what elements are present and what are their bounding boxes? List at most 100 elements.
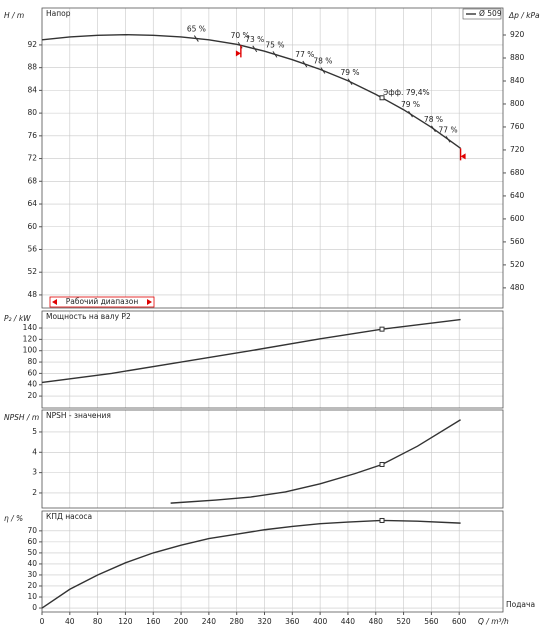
y-axis-label: P₂ / kW (4, 314, 31, 323)
panel-title: NPSH - значения (46, 411, 111, 420)
y-tick-label: 30 (27, 570, 37, 579)
y-axis-label: H / m (4, 11, 24, 20)
y-tick-label: 0 (32, 603, 37, 612)
panel-frame (41, 7, 504, 309)
panel-frame (41, 409, 504, 509)
efficiency-tick (302, 60, 308, 68)
series-line (170, 419, 461, 504)
x-tick-label: 440 (341, 617, 356, 626)
efficiency-label: 65 % (187, 25, 206, 34)
efficiency-label: 75 % (265, 40, 284, 49)
range-arrow (460, 153, 466, 160)
y-tick-label: 60 (27, 222, 37, 231)
y-tick-label: 140 (23, 323, 38, 332)
legend-box (462, 8, 502, 20)
y-tick-label: 20 (27, 391, 37, 400)
y-tick-label: 60 (27, 368, 37, 377)
y-tick-label: 92 (27, 40, 37, 49)
y-tick-label: 100 (23, 346, 38, 355)
panel-background (42, 511, 503, 612)
efficiency-label: 79 % (401, 100, 420, 109)
y2-tick-label: 920 (510, 30, 525, 39)
x-tick-label: 240 (202, 617, 217, 626)
efficiency-label: 79 % (340, 68, 359, 77)
x-tick-label: 360 (285, 617, 300, 626)
duty-point (379, 517, 385, 523)
efficiency-label: 78 % (313, 57, 332, 66)
panel-background (42, 311, 503, 408)
y2-tick-label: 760 (510, 122, 525, 131)
efficiency-label: 77 % (295, 50, 314, 59)
legend-label: Ø 509 (479, 9, 502, 18)
range-legend: Рабочий диапазон (49, 296, 155, 308)
y-tick-label: 88 (27, 63, 37, 72)
efficiency-label: 78 % (424, 115, 443, 124)
y2-tick-label: 720 (510, 145, 525, 154)
x-tick-label: 520 (396, 617, 411, 626)
y-tick-label: 10 (27, 592, 37, 601)
x-tick-label: 40 (65, 617, 75, 626)
y-tick-label: 68 (27, 176, 37, 185)
x-tick-label: 320 (257, 617, 272, 626)
y-tick-label: 3 (32, 468, 37, 477)
y-tick-label: 80 (27, 108, 37, 117)
y-tick-label: 50 (27, 548, 37, 557)
y-tick-label: 40 (27, 559, 37, 568)
y2-tick-label: 840 (510, 76, 525, 85)
y-tick-label: 70 (27, 526, 37, 535)
duty-point (379, 95, 385, 101)
range-legend-label: Рабочий диапазон (66, 297, 139, 306)
y-tick-label: 76 (27, 131, 37, 140)
y-tick-label: 80 (27, 357, 37, 366)
y2-tick-label: 680 (510, 168, 525, 177)
y-tick-label: 72 (27, 154, 37, 163)
panel-frame (41, 510, 504, 613)
y-tick-label: 5 (32, 427, 37, 436)
panel-background (42, 8, 503, 308)
series-line (41, 34, 461, 149)
y2-tick-label: 560 (510, 237, 525, 246)
x-tick-label: 280 (230, 617, 245, 626)
panel-title: КПД насоса (46, 512, 92, 521)
range-legend-arrow (147, 299, 152, 305)
x-tick-label: 480 (369, 617, 384, 626)
efficiency-tick (193, 35, 199, 42)
y2-tick-label: 800 (510, 99, 525, 108)
range-arrow (235, 50, 241, 57)
range-legend-arrow (52, 299, 57, 305)
y-tick-label: 120 (23, 334, 38, 343)
efficiency-tick (445, 136, 451, 143)
y-tick-label: 64 (27, 199, 37, 208)
efficiency-label: 77 % (439, 125, 458, 134)
x-axis-label-2: Подача (506, 600, 535, 609)
range-legend-box (49, 296, 155, 308)
efficiency-tick (408, 110, 413, 118)
x-tick-label: 200 (174, 617, 189, 626)
duty-point (379, 326, 385, 332)
panel-background (42, 410, 503, 508)
efficiency-tick (431, 125, 436, 133)
panel-title: Напор (46, 9, 71, 18)
x-tick-label: 160 (146, 617, 161, 626)
duty-point (379, 461, 385, 467)
y2-tick-label: 600 (510, 214, 525, 223)
y-axis-label: η / % (4, 514, 23, 523)
y-tick-label: 40 (27, 380, 37, 389)
efficiency-label: 73 % (245, 35, 264, 44)
x-tick-label: 600 (452, 617, 467, 626)
x-axis-label: Q / m³/h (478, 617, 509, 626)
y-tick-label: 4 (32, 447, 37, 456)
x-tick-label: 400 (313, 617, 328, 626)
efficiency-tick (252, 45, 258, 53)
y2-axis-label: Δp / kPa (508, 11, 540, 20)
efficiency-tick (272, 51, 278, 58)
y-tick-label: 60 (27, 537, 37, 546)
efficiency-tick (320, 67, 326, 74)
duty-point-label: Эфф. 79,4% (383, 88, 430, 97)
panel-title: Мощность на валу P2 (46, 312, 131, 321)
y-tick-label: 48 (27, 290, 37, 299)
y2-tick-label: 480 (510, 283, 525, 292)
y2-tick-label: 880 (510, 53, 525, 62)
efficiency-tick (347, 78, 353, 86)
